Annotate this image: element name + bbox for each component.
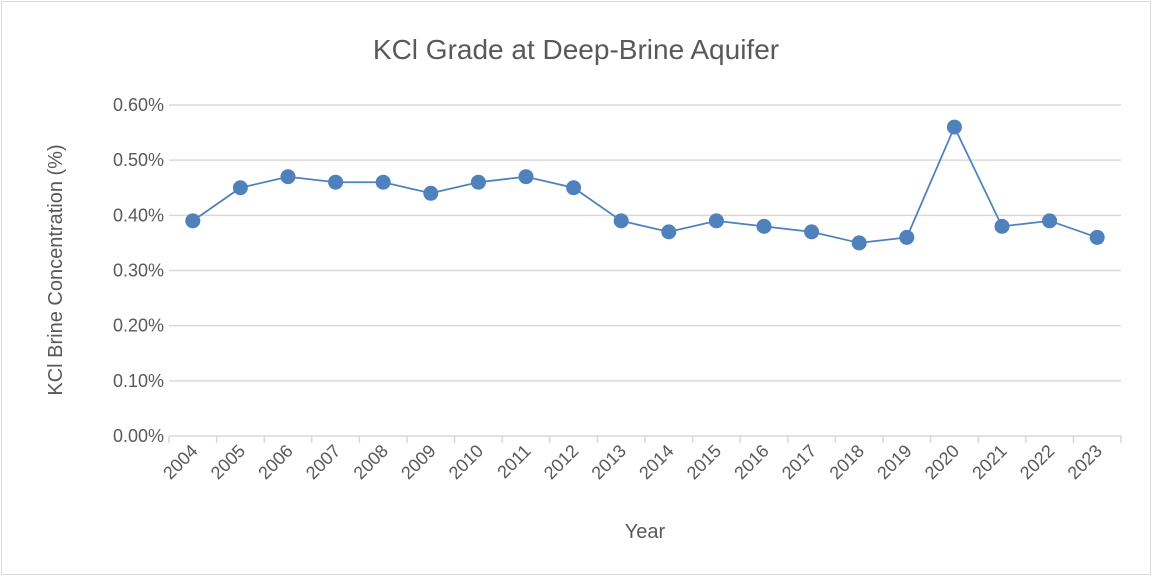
y-axis-tick-labels: 0.00% 0.10% 0.20% 0.30% 0.40% 0.50% 0.60% bbox=[113, 95, 164, 446]
y-tick-label: 0.20% bbox=[113, 316, 164, 336]
x-tick-label: 2017 bbox=[778, 441, 820, 483]
data-point-2004 bbox=[185, 213, 201, 229]
series-line bbox=[192, 124, 1098, 244]
data-point-2019 bbox=[899, 229, 915, 245]
gridlines bbox=[169, 104, 1121, 382]
x-tick-label: 2021 bbox=[968, 441, 1010, 483]
data-point-2022 bbox=[1042, 213, 1058, 229]
x-tick-label: 2005 bbox=[207, 441, 249, 483]
data-point-2020 bbox=[946, 119, 962, 135]
y-axis-title: KCl Brine Concentration (%) bbox=[45, 144, 67, 395]
data-point-2007 bbox=[328, 174, 344, 190]
x-tick-label: 2012 bbox=[540, 441, 582, 483]
data-point-2012 bbox=[566, 180, 582, 196]
data-point-2017 bbox=[804, 224, 820, 240]
x-tick-label: 2022 bbox=[1016, 441, 1058, 483]
y-tick-label: 0.60% bbox=[113, 95, 164, 115]
x-tick-label: 2007 bbox=[302, 441, 344, 483]
series-layer bbox=[185, 119, 1105, 251]
y-tick-label: 0.00% bbox=[113, 426, 164, 446]
data-point-2006 bbox=[280, 169, 296, 185]
y-tick-label: 0.40% bbox=[113, 205, 164, 225]
y-tick-label: 0.30% bbox=[113, 261, 164, 281]
x-tick-label: 2009 bbox=[397, 441, 439, 483]
x-tick-label: 2023 bbox=[1064, 441, 1106, 483]
data-point-2011 bbox=[518, 169, 534, 185]
x-tick-label: 2018 bbox=[826, 441, 868, 483]
x-axis-ticks: 2004 2005 2006 2007 2008 2009 2010 2011 2012 2013… bbox=[159, 436, 1122, 483]
x-tick-label: 2020 bbox=[921, 441, 963, 483]
x-tick-label: 2016 bbox=[730, 441, 772, 483]
x-tick-label: 2015 bbox=[683, 441, 725, 483]
x-tick-label: 2019 bbox=[873, 441, 915, 483]
data-point-2014 bbox=[661, 224, 677, 240]
x-tick-label: 2008 bbox=[350, 441, 392, 483]
data-point-2010 bbox=[470, 174, 486, 190]
data-point-2013 bbox=[613, 213, 629, 229]
x-tick-label: 2006 bbox=[254, 441, 296, 483]
x-tick-label: 2011 bbox=[493, 441, 535, 483]
data-point-2023 bbox=[1089, 229, 1105, 245]
data-point-2005 bbox=[232, 180, 248, 196]
x-tick-label: 2013 bbox=[588, 441, 630, 483]
data-point-2016 bbox=[756, 218, 772, 234]
y-tick-label: 0.10% bbox=[113, 371, 164, 391]
data-point-2008 bbox=[375, 174, 391, 190]
data-point-2015 bbox=[708, 213, 724, 229]
y-tick-label: 0.50% bbox=[113, 150, 164, 170]
x-tick-label: 2004 bbox=[159, 441, 201, 483]
x-tick-label: 2014 bbox=[635, 441, 677, 483]
chart-title: KCl Grade at Deep-Brine Aquifer bbox=[373, 34, 779, 65]
data-point-2021 bbox=[994, 218, 1010, 234]
data-point-2018 bbox=[851, 235, 867, 251]
data-point-2009 bbox=[423, 185, 439, 201]
x-axis-title: Year bbox=[625, 521, 666, 543]
x-tick-label: 2010 bbox=[445, 441, 487, 483]
